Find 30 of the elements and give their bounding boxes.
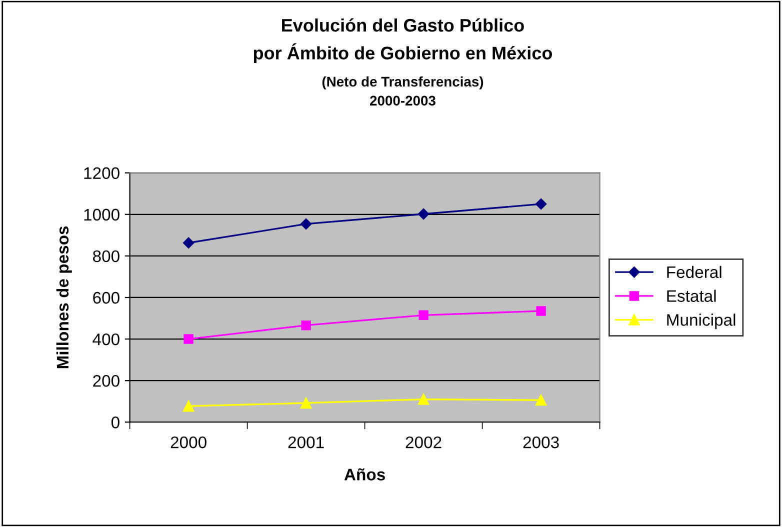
point [536, 306, 546, 316]
y-tick-label: 1000 [84, 208, 120, 221]
point [535, 198, 547, 210]
chart-subtitle: (Neto de Transferencias) 2000-2003 [322, 76, 484, 106]
point [301, 320, 311, 330]
point [418, 208, 430, 220]
legend-label: Federal [667, 266, 722, 278]
y-tick-label: 400 [92, 333, 120, 346]
y-tick-label: 1200 [84, 167, 120, 180]
point [300, 397, 312, 409]
y-axis-title: Millones de pesos [56, 226, 72, 368]
point [418, 310, 428, 320]
y-tick-label: 600 [93, 292, 120, 304]
x-tick-label: 2001 [288, 436, 324, 448]
y-tick-label: 200 [93, 374, 120, 387]
point [535, 394, 547, 406]
y-tick-label: 800 [93, 250, 120, 262]
legend-label: Municipal [667, 314, 736, 330]
point [183, 400, 194, 412]
legend-label: Estatal [667, 290, 716, 302]
point [418, 394, 430, 405]
x-tick-label: 2000 [170, 436, 206, 448]
point [182, 237, 194, 248]
x-tick-label: 2003 [523, 436, 559, 448]
x-tick-label: 2002 [406, 436, 442, 448]
x-axis-title: Años [344, 468, 385, 480]
y-tick-label: 0 [111, 416, 120, 428]
point [184, 334, 194, 344]
point [300, 218, 312, 230]
chart-title: Evolución del Gasto Público por Ámbito de Gobierno en México [254, 18, 552, 64]
